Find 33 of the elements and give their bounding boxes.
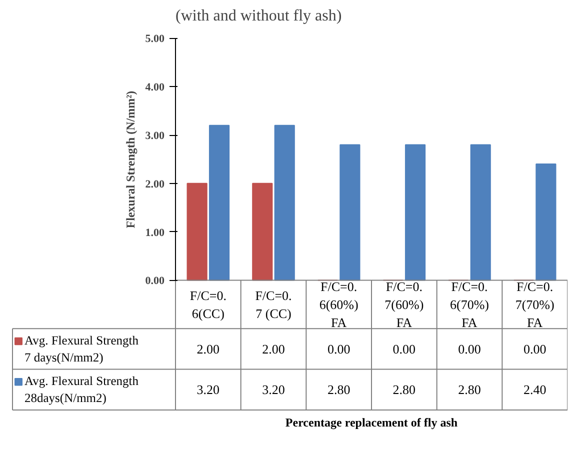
- y-tick-label: 4.00: [145, 82, 165, 94]
- bar: [470, 144, 491, 281]
- data-label: 2.80: [458, 382, 481, 398]
- bar: [404, 144, 426, 281]
- text: Percentage replacement of fly ash: [285, 416, 458, 430]
- bar: [186, 182, 208, 281]
- data-label: 0.00: [458, 341, 481, 356]
- legend-label: Avg. Flexural Strength 28days(N/mm2): [24, 374, 140, 406]
- y-tick-label: 0.00: [145, 275, 165, 288]
- bar: [208, 124, 230, 281]
- y-tick-label: 3.00: [145, 130, 165, 142]
- bar: [340, 144, 360, 281]
- chart-title: (with and without fly ash): [176, 8, 342, 24]
- x-tick-label: F/C=0.7 (CC): [255, 288, 292, 321]
- y-tick-label: 5.00: [145, 33, 165, 46]
- data-label: 2.80: [327, 382, 350, 398]
- data-label: 2.00: [262, 341, 285, 356]
- data-label: 3.20: [262, 382, 285, 398]
- bar: [252, 182, 273, 281]
- x-tick-label: F/C=0.6(CC): [190, 288, 226, 321]
- data-label: 2.40: [523, 382, 546, 398]
- legend-label: Avg. Flexural Strength 7 days(N/mm2): [24, 334, 140, 364]
- y-tick-label: 1.00: [145, 226, 165, 239]
- y-tick-label: 2.00: [145, 178, 165, 190]
- data-label: 0.00: [523, 341, 546, 356]
- bar: [536, 164, 556, 281]
- y-axis-title: Flexural Strength (N/mm²): [123, 90, 138, 228]
- data-label: 2.80: [392, 382, 416, 398]
- data-label: 0.00: [327, 341, 350, 356]
- data-label: 0.00: [392, 341, 416, 356]
- data-label: 3.20: [196, 382, 220, 398]
- data-label: 2.00: [196, 341, 220, 356]
- bar: [274, 124, 295, 281]
